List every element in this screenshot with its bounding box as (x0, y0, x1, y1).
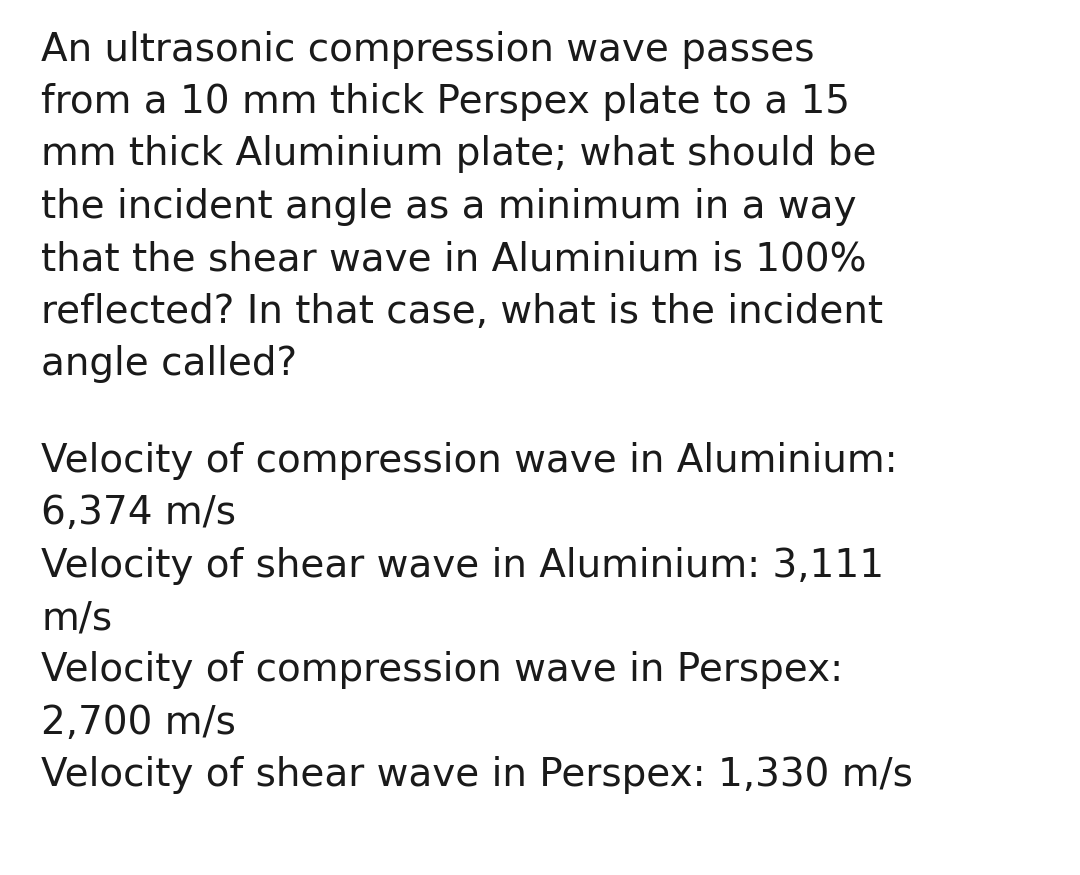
Text: Velocity of compression wave in Aluminium:
6,374 m/s
Velocity of shear wave in A: Velocity of compression wave in Aluminiu… (41, 442, 913, 794)
Text: An ultrasonic compression wave passes
from a 10 mm thick Perspex plate to a 15
m: An ultrasonic compression wave passes fr… (41, 31, 883, 383)
